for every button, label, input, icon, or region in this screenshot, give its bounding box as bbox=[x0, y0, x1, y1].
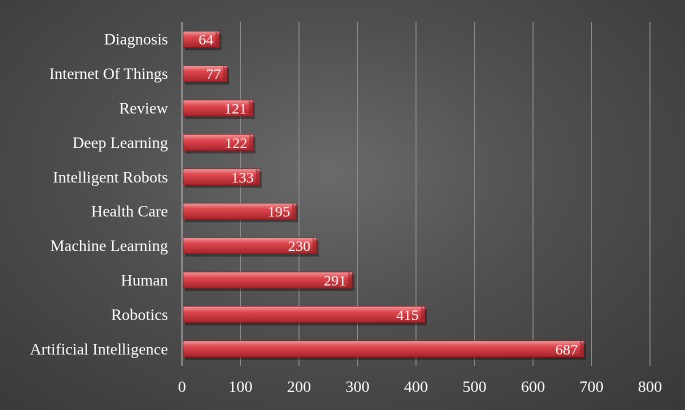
bar-end-cap bbox=[255, 168, 260, 185]
bar-end-cap bbox=[312, 237, 317, 254]
value-label: 64 bbox=[198, 33, 214, 49]
x-axis-tick-labels: 0 100 200 300 400 500 600 700 800 bbox=[178, 379, 662, 396]
category-label: Diagnosis bbox=[104, 32, 168, 49]
category-label: Deep Learning bbox=[72, 135, 168, 152]
value-label: 133 bbox=[231, 170, 254, 186]
category-labels: Diagnosis Internet Of Things Review Deep Le… bbox=[30, 32, 169, 359]
category-label: Human bbox=[121, 273, 168, 290]
value-label: 122 bbox=[225, 136, 248, 152]
bar-end-cap bbox=[579, 340, 584, 357]
bar-end-cap bbox=[292, 203, 297, 220]
x-tick-label: 400 bbox=[404, 379, 428, 396]
value-label: 195 bbox=[268, 205, 291, 221]
x-tick-label: 100 bbox=[229, 379, 253, 396]
x-tick-label: 500 bbox=[463, 379, 487, 396]
value-label: 230 bbox=[288, 239, 311, 255]
category-label: Machine Learning bbox=[50, 238, 168, 255]
category-label: Intelligent Robots bbox=[53, 169, 168, 186]
bar-end-cap bbox=[248, 100, 253, 116]
x-tick-label: 700 bbox=[580, 379, 604, 396]
value-label: 121 bbox=[224, 102, 247, 118]
x-tick-label: 0 bbox=[178, 379, 186, 396]
bar-end-cap bbox=[215, 31, 220, 48]
gridlines bbox=[240, 22, 651, 366]
bar-end-cap bbox=[420, 306, 425, 323]
x-tick-label: 300 bbox=[346, 379, 370, 396]
bar-end-cap bbox=[223, 65, 228, 82]
value-label: 687 bbox=[555, 342, 578, 358]
bar bbox=[182, 306, 426, 323]
value-label: 77 bbox=[206, 67, 222, 83]
x-tick-label: 600 bbox=[521, 379, 545, 396]
x-tick-label: 800 bbox=[638, 379, 662, 396]
x-tick-label: 200 bbox=[287, 379, 311, 396]
bar-end-cap bbox=[249, 134, 254, 151]
category-label: Robotics bbox=[111, 307, 168, 324]
category-label: Review bbox=[119, 101, 168, 118]
bar bbox=[182, 340, 585, 358]
bars: 64 77 121 122 133 195 230 291 415 687 bbox=[182, 30, 586, 360]
category-label: Internet Of Things bbox=[49, 66, 168, 83]
category-label: Health Care bbox=[91, 204, 168, 221]
value-label: 291 bbox=[324, 274, 347, 290]
bar-end-cap bbox=[348, 272, 353, 288]
category-label: Artificial Intelligence bbox=[30, 341, 168, 358]
value-label: 415 bbox=[396, 308, 419, 324]
